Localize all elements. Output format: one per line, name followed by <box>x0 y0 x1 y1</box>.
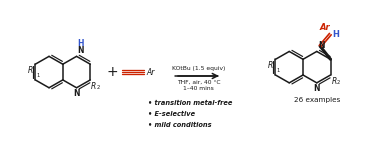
Text: KOtBu (1.5 equiv): KOtBu (1.5 equiv) <box>172 66 225 71</box>
Text: N: N <box>314 84 320 93</box>
Text: +: + <box>107 65 118 79</box>
Text: 26 examples: 26 examples <box>294 97 340 103</box>
Text: N: N <box>318 41 324 50</box>
Text: N: N <box>73 89 80 98</box>
Text: 2: 2 <box>96 85 100 90</box>
Text: Ar: Ar <box>319 23 330 32</box>
Text: • mild conditions: • mild conditions <box>148 122 212 128</box>
Text: 1–40 mins: 1–40 mins <box>183 86 214 91</box>
Text: Ar: Ar <box>146 68 155 76</box>
Text: 2: 2 <box>336 80 340 85</box>
Text: R: R <box>331 77 337 86</box>
Text: 1: 1 <box>36 73 40 78</box>
Text: N: N <box>78 46 84 55</box>
Text: H: H <box>77 39 84 48</box>
Text: R: R <box>28 66 33 75</box>
Text: THF, air, 40 °C: THF, air, 40 °C <box>177 80 220 85</box>
Text: • E-selective: • E-selective <box>148 111 195 117</box>
Text: 1: 1 <box>276 68 280 73</box>
Text: R: R <box>91 82 97 91</box>
Text: • transition metal-free: • transition metal-free <box>148 100 233 106</box>
Text: R: R <box>268 61 273 70</box>
Text: H: H <box>332 30 339 39</box>
